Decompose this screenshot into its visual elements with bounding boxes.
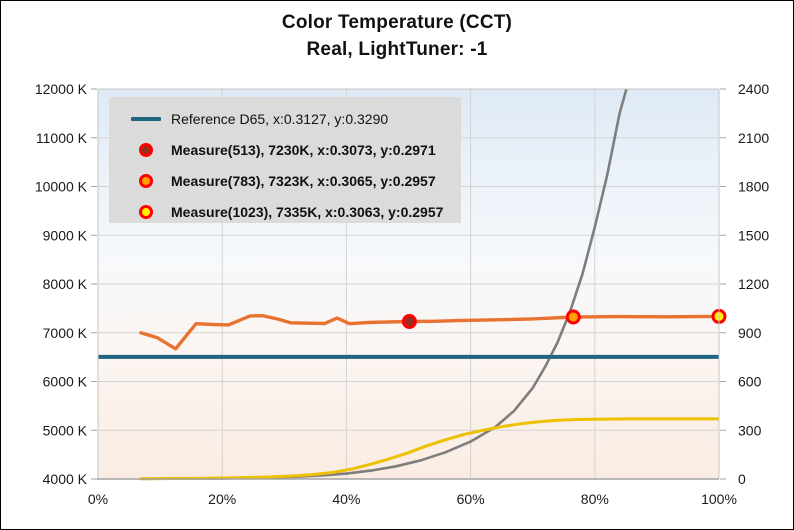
x-axis-tick-label: 0% — [88, 491, 108, 507]
measure-783-marker-icon — [565, 309, 581, 325]
x-axis-tick-label: 20% — [208, 491, 236, 507]
chart-legend: Reference D65, x:0.3127, y:0.3290 Measur… — [109, 97, 461, 223]
y-axis-left-tick-label: 6000 K — [43, 374, 88, 390]
chart-title-block: Color Temperature (CCT) Real, LightTuner… — [1, 9, 793, 63]
y-axis-left-tick-label: 4000 K — [43, 471, 88, 487]
measure-513-marker-icon — [401, 314, 417, 329]
legend-label-measure-1023: Measure(1023), 7335K, x:0.3063, y:0.2957 — [171, 203, 444, 220]
yellow-curve-line — [139, 417, 719, 481]
y-axis-right-tick-label: 1500 — [738, 227, 769, 243]
y-axis-left-tick-label: 9000 K — [43, 227, 88, 243]
cct-measured-line — [139, 314, 719, 351]
x-axis-tick-label: 100% — [701, 491, 737, 507]
measure-1023-marker-icon — [139, 204, 153, 219]
legend-swatch-box — [129, 204, 163, 219]
legend-label-reference-d65: Reference D65, x:0.3127, y:0.3290 — [171, 110, 389, 127]
chart-subtitle: Real, LightTuner: -1 — [306, 39, 488, 60]
legend-swatch-box — [129, 116, 163, 121]
y-axis-right-tick-label: 300 — [738, 422, 762, 438]
y-axis-left-tick-label: 7000 K — [43, 325, 88, 341]
y-axis-left-tick-label: 5000 K — [43, 422, 88, 438]
y-axis-right-tick-label: 1800 — [738, 179, 769, 195]
chart-title: Color Temperature (CCT) — [281, 12, 513, 33]
legend-item-measure-783: Measure(783), 7323K, x:0.3065, y:0.2957 — [129, 165, 461, 196]
y-axis-left-tick-label: 12000 K — [35, 81, 88, 97]
legend-item-reference-d65: Reference D65, x:0.3127, y:0.3290 — [129, 103, 461, 134]
y-axis-right-tick-label: 900 — [738, 325, 762, 341]
legend-swatch-box — [129, 142, 163, 157]
reference-line-swatch — [131, 116, 161, 121]
y-axis-right-tick-label: 2100 — [738, 130, 769, 146]
legend-item-measure-1023: Measure(1023), 7335K, x:0.3063, y:0.2957 — [129, 196, 461, 227]
y-axis-right-tick-label: 2400 — [738, 81, 769, 97]
x-axis-tick-label: 40% — [332, 491, 360, 507]
legend-item-measure-513: Measure(513), 7230K, x:0.3073, y:0.2971 — [129, 134, 461, 165]
measure-513-marker-icon — [139, 142, 153, 157]
y-axis-left-tick-label: 10000 K — [35, 179, 88, 195]
x-axis-tick-label: 80% — [581, 491, 609, 507]
y-axis-left-tick-label: 8000 K — [43, 276, 88, 292]
y-axis-right-tick-label: 600 — [738, 374, 762, 390]
legend-label-measure-783: Measure(783), 7323K, x:0.3065, y:0.2957 — [171, 172, 436, 189]
y-axis-right-tick-label: 0 — [738, 471, 746, 487]
measure-783-marker-icon — [139, 173, 153, 188]
legend-label-measure-513: Measure(513), 7230K, x:0.3073, y:0.2971 — [171, 141, 436, 158]
y-axis-left-tick-label: 11000 K — [36, 130, 88, 146]
y-axis-right-tick-label: 1200 — [738, 276, 769, 292]
legend-swatch-box — [129, 173, 163, 188]
x-axis-tick-label: 60% — [457, 491, 485, 507]
